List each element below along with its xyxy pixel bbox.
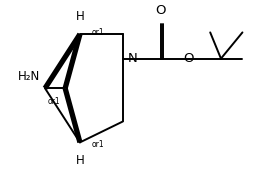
Text: or1: or1: [48, 97, 60, 106]
Text: O: O: [184, 52, 194, 65]
Text: or1: or1: [92, 140, 105, 149]
Text: O: O: [155, 4, 166, 17]
Text: H: H: [76, 10, 84, 23]
Text: H: H: [76, 154, 84, 167]
Text: N: N: [128, 52, 137, 65]
Text: H₂N: H₂N: [17, 70, 40, 83]
Text: or1: or1: [92, 28, 105, 37]
